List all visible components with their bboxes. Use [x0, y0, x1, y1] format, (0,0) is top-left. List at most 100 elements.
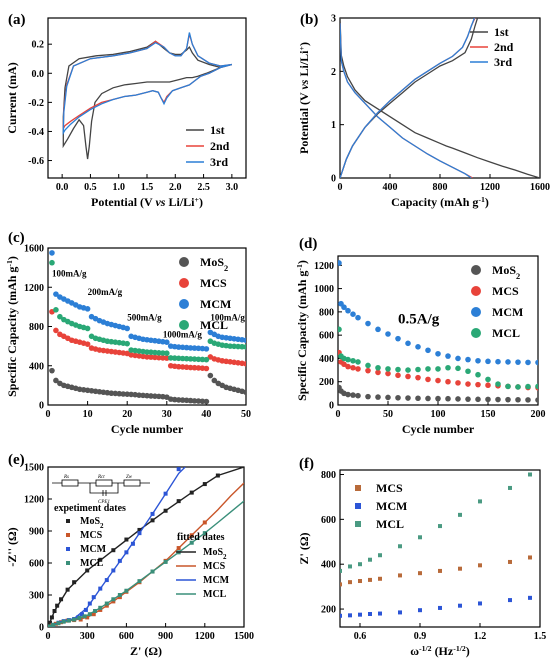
legend-marker	[471, 328, 481, 338]
legend-label: MoS2	[203, 547, 227, 561]
data-point-MCS	[385, 370, 391, 377]
data-point-MCS	[348, 580, 352, 585]
x-axis-label: Potential (V vs Li/Li+)	[91, 195, 203, 210]
data-point-MCL	[202, 531, 207, 536]
data-point-MCS	[156, 354, 162, 361]
data-point-MoS2	[211, 377, 218, 384]
data-point-MCS	[365, 367, 371, 374]
x-tick-label: 300	[80, 631, 95, 642]
data-point-MCS	[398, 573, 402, 578]
data-point-MCL	[338, 326, 342, 333]
data-point-MCS	[508, 559, 512, 564]
data-point-MCM	[341, 304, 347, 311]
legend-label-part: 3rd	[210, 155, 228, 169]
data-point-MCM	[445, 353, 451, 359]
panel-label: (e)	[8, 452, 25, 468]
data-point-MCS	[415, 374, 421, 381]
x-axis-label-part: Li/Li	[165, 195, 195, 209]
legend-label-part: 2	[223, 553, 227, 561]
data-point-MCS	[202, 520, 207, 525]
x-tick-label: 900	[158, 631, 173, 642]
circuit-label: CPE1	[98, 500, 110, 505]
data-point-MCL	[51, 622, 56, 627]
data-point-MCL	[171, 355, 178, 361]
legend-marker	[179, 278, 189, 288]
data-point-MCL	[475, 371, 481, 378]
y-tick-label: 0	[39, 623, 44, 634]
y-tick-label: 3	[331, 14, 336, 25]
legend-label-part: MCS	[376, 481, 403, 495]
y-axis-label-part: Specific Capacity (mAh g	[5, 267, 19, 397]
data-point-MCM	[130, 541, 135, 546]
data-point-MoS2	[191, 398, 198, 404]
data-point-MoS2	[111, 548, 116, 553]
data-point-MCL	[150, 569, 155, 574]
data-point-MCS	[144, 354, 150, 360]
data-point-MCL	[515, 384, 521, 390]
y-tick-label: 0	[39, 401, 44, 412]
data-point-MCS	[395, 372, 401, 379]
legend-marker	[66, 533, 70, 537]
data-point-MCL	[345, 356, 351, 363]
series-line-3rd	[62, 32, 233, 136]
data-point-MCL	[111, 597, 116, 602]
data-point-MCM	[87, 601, 92, 606]
data-point-MCL	[164, 350, 170, 356]
data-point-MCS	[378, 576, 382, 581]
y-tick-label: 1200	[24, 283, 44, 294]
data-point-MoS2	[72, 580, 77, 585]
y-tick-label: 400	[29, 361, 44, 372]
data-point-MCL	[535, 383, 538, 390]
panel-b: 0 400 800 1200 1600 0 1 2 3 (b) Capacity (mAh g-1)…	[297, 12, 550, 209]
y-tick-label: 1000	[314, 284, 334, 295]
data-point-MoS2	[485, 396, 491, 403]
data-point-MCL	[117, 593, 122, 597]
series-line-1st	[340, 18, 540, 178]
data-point-MCM	[385, 331, 391, 337]
data-point-MCM	[515, 359, 521, 365]
panel-e: 0 300 600 900 1200 1500030060090012001500(e)Z…	[5, 452, 254, 658]
data-point-MCL	[435, 366, 441, 372]
data-point-MCL	[82, 614, 87, 619]
data-point-MCL	[465, 368, 471, 375]
data-point-MoS2	[175, 397, 182, 403]
data-point-MCL	[72, 617, 77, 622]
data-point-MoS2	[385, 394, 391, 401]
data-point-MoS2	[189, 490, 194, 495]
legend-label: MCM	[80, 544, 107, 555]
data-point-MCM	[395, 335, 401, 342]
x-tick-label: 1.2	[474, 631, 487, 642]
data-point-MCL	[415, 366, 421, 373]
legend-label-part: MCS	[492, 284, 519, 298]
plot-area	[62, 32, 233, 160]
legend-label: MCS	[200, 276, 227, 290]
x-tick-label: 0	[46, 409, 51, 420]
annotation: 200mA/g	[88, 287, 123, 297]
y-axis-label-part: )	[5, 256, 19, 260]
data-point-MCL	[160, 350, 166, 356]
data-point-MoS2	[475, 396, 481, 403]
panel-label: (a)	[8, 12, 26, 28]
legend-label: MCS	[376, 481, 403, 495]
data-point-MCL	[189, 540, 194, 545]
data-point-MCL	[167, 355, 174, 361]
data-point-MCL	[183, 355, 190, 362]
data-point-MCM	[485, 358, 491, 365]
y-tick-label: 0	[331, 174, 336, 185]
legend-label: MoS2	[80, 516, 104, 530]
data-point-MCS	[345, 363, 351, 370]
data-point-MCL	[56, 621, 61, 626]
data-point-MoS2	[525, 397, 531, 403]
y-tick-label: 1200	[314, 261, 334, 272]
legend-marker	[179, 299, 189, 309]
data-point-MCL	[385, 366, 391, 372]
data-point-MoS2	[49, 367, 55, 374]
data-point-MCL	[375, 364, 381, 371]
y-tick-label: 600	[321, 515, 336, 526]
data-point-MCM	[91, 595, 96, 600]
data-point-MCM	[415, 343, 421, 350]
data-point-MoS2	[163, 508, 168, 513]
data-point-MoS2	[395, 394, 401, 401]
y-tick-label: 0	[329, 401, 334, 412]
